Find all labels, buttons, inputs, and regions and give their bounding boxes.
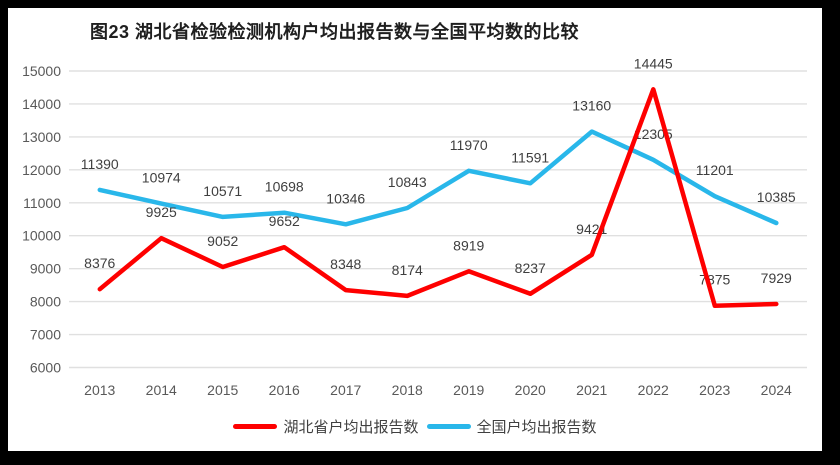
y-tick-label: 8000	[30, 294, 61, 310]
x-tick-label: 2014	[146, 382, 177, 398]
y-tick-label: 11000	[23, 195, 61, 211]
data-label-series-0: 8348	[330, 256, 361, 272]
data-label-series-1: 11201	[696, 162, 734, 178]
x-tick-label: 2022	[638, 382, 669, 398]
data-label-series-1: 10974	[142, 170, 181, 186]
data-label-series-1: 10385	[757, 189, 796, 205]
data-label-series-0: 9652	[269, 213, 300, 229]
series-line-0	[97, 87, 779, 308]
x-tick-label: 2021	[576, 382, 607, 398]
x-tick-label: 2024	[761, 382, 792, 398]
y-tick-label: 13000	[22, 129, 61, 145]
x-tick-label: 2019	[453, 382, 484, 398]
data-label-series-1: 13160	[572, 98, 611, 114]
data-label-series-0: 7929	[761, 270, 792, 286]
chart-title: 图23 湖北省检验检测机构户均出报告数与全国平均数的比较	[90, 22, 580, 42]
data-label-series-0: 8237	[515, 260, 546, 276]
y-axis-tick-labels: 6000 7000 8000 9000 10000 11000 12000 13000 1400…	[22, 63, 61, 376]
chart-canvas: 图23 湖北省检验检测机构户均出报告数与全国平均数的比较 6000 7000 800…	[8, 8, 822, 451]
line-chart-plot-area: 6000 7000 8000 9000 10000 11000 12000 13000 1400…	[22, 55, 807, 398]
data-label-series-1: 11970	[450, 137, 488, 153]
data-label-series-1: 11591	[511, 149, 549, 165]
y-tick-label: 7000	[30, 327, 61, 343]
series-0	[97, 87, 779, 308]
legend-label: 湖北省户均出报告数	[283, 418, 419, 436]
y-tick-label: 14000	[22, 96, 61, 112]
data-label-series-1: 11390	[81, 156, 119, 172]
data-label-series-1: 10346	[326, 190, 365, 206]
series-1	[97, 129, 779, 227]
x-tick-label: 2018	[392, 382, 423, 398]
x-tick-label: 2017	[330, 382, 361, 398]
y-tick-label: 9000	[30, 261, 61, 277]
data-label-series-0: 9052	[207, 233, 238, 249]
data-label-series-0: 8174	[392, 262, 423, 278]
y-tick-label: 6000	[30, 360, 61, 376]
x-tick-label: 2020	[515, 382, 546, 398]
data-label-series-1: 10843	[388, 174, 427, 190]
data-label-series-0: 8919	[453, 237, 484, 253]
x-tick-label: 2013	[84, 382, 115, 398]
series-line-1	[97, 129, 779, 227]
legend-line-swatch	[233, 423, 278, 429]
legend-line-swatch	[426, 423, 471, 429]
y-tick-label: 15000	[22, 63, 61, 79]
data-label-series-1: 10571	[203, 183, 242, 199]
data-label-series-1: 10698	[265, 179, 304, 195]
data-label-series-0: 14445	[634, 55, 673, 71]
y-tick-label: 12000	[22, 162, 61, 178]
x-tick-label: 2023	[699, 382, 730, 398]
x-tick-label: 2016	[269, 382, 300, 398]
x-axis-tick-labels: 2013 2014 2015 2016 2017 2018 2019 2020 2021 2022…	[84, 382, 792, 398]
data-label-series-0: 9925	[146, 204, 177, 220]
data-label-series-0: 8376	[84, 255, 115, 271]
x-tick-label: 2015	[207, 382, 238, 398]
legend-item-0: 湖北省户均出报告数	[233, 416, 419, 437]
legend-item-1: 全国户均出报告数	[426, 416, 597, 437]
chart-legend: 湖北省户均出报告数 全国户均出报告数	[8, 414, 822, 438]
y-tick-label: 10000	[22, 228, 61, 244]
gridlines	[69, 70, 807, 369]
legend-label: 全国户均出报告数	[476, 418, 597, 436]
